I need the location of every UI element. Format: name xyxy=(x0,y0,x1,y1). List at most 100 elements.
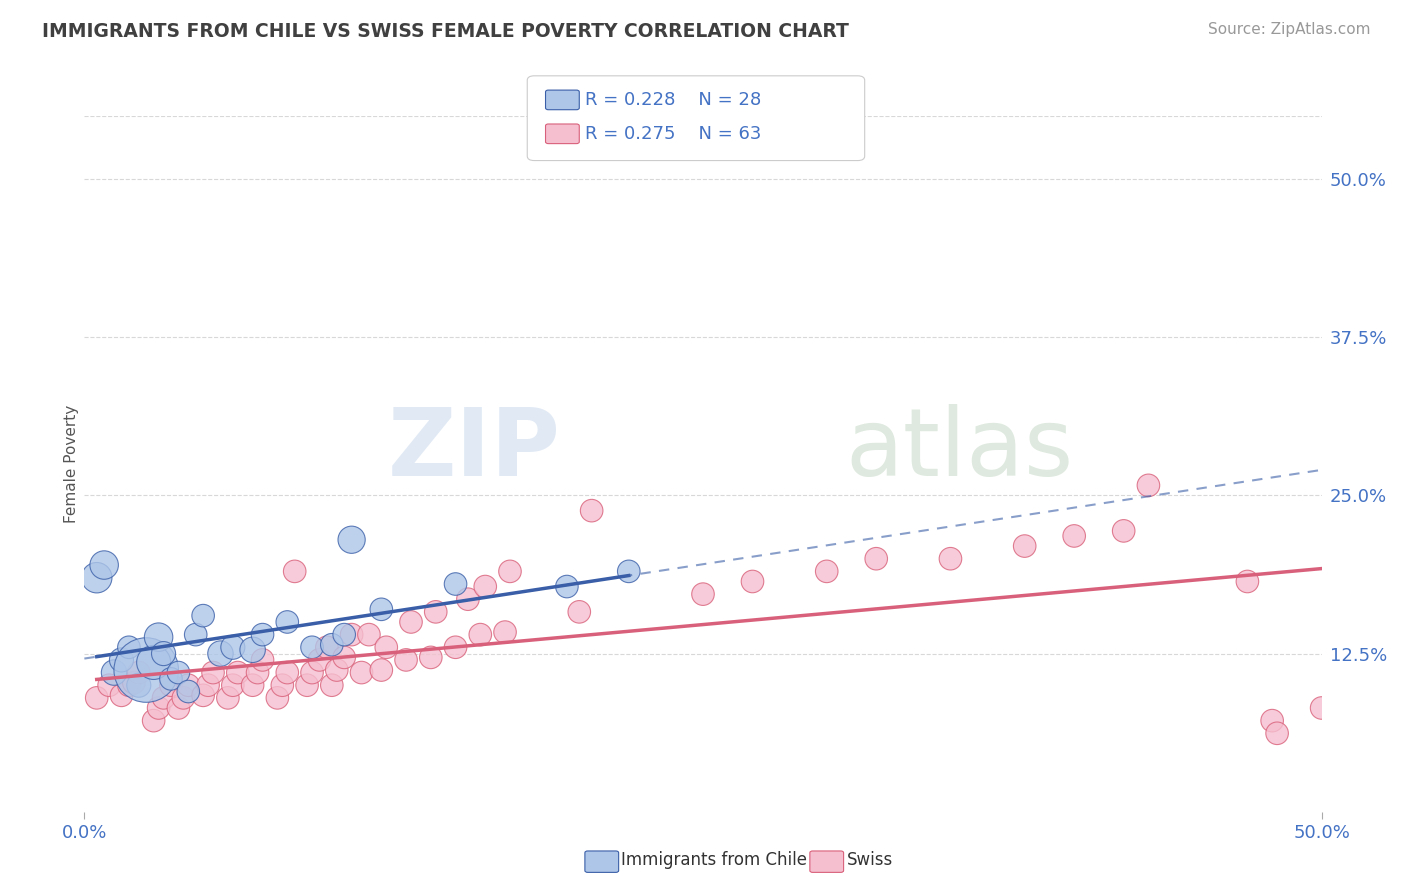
Point xyxy=(357,627,380,641)
Point xyxy=(122,675,145,690)
Point xyxy=(939,551,962,566)
Point xyxy=(191,689,214,703)
Point xyxy=(308,653,330,667)
Point xyxy=(617,565,640,579)
Point xyxy=(470,627,492,641)
Point xyxy=(135,663,157,677)
Point xyxy=(1112,524,1135,538)
Point xyxy=(499,565,522,579)
Point xyxy=(93,558,115,572)
Point xyxy=(191,608,214,623)
Point xyxy=(110,689,132,703)
Point xyxy=(350,665,373,680)
Point xyxy=(209,647,232,661)
Point xyxy=(160,672,183,686)
Point xyxy=(555,580,578,594)
Point xyxy=(301,640,323,655)
Point xyxy=(741,574,763,589)
Point xyxy=(1014,539,1036,553)
Point xyxy=(474,580,496,594)
Point xyxy=(242,678,264,692)
Point xyxy=(1236,574,1258,589)
Point xyxy=(103,665,125,680)
Point xyxy=(226,665,249,680)
Point xyxy=(1265,726,1288,740)
Point xyxy=(370,602,392,616)
Point xyxy=(568,605,591,619)
Point xyxy=(177,678,200,692)
Point xyxy=(395,653,418,667)
Point xyxy=(321,638,343,652)
Point xyxy=(457,592,479,607)
Point xyxy=(128,678,150,692)
Point xyxy=(177,684,200,698)
Text: Swiss: Swiss xyxy=(846,851,893,869)
Point xyxy=(222,640,245,655)
Text: IMMIGRANTS FROM CHILE VS SWISS FEMALE POVERTY CORRELATION CHART: IMMIGRANTS FROM CHILE VS SWISS FEMALE PO… xyxy=(42,22,849,41)
Text: ZIP: ZIP xyxy=(388,404,561,496)
Point xyxy=(222,678,245,692)
Point xyxy=(242,642,264,657)
Point xyxy=(217,690,239,705)
Point xyxy=(1063,529,1085,543)
Point xyxy=(284,565,307,579)
Text: Immigrants from Chile: Immigrants from Chile xyxy=(621,851,807,869)
Point xyxy=(321,678,343,692)
Point xyxy=(148,630,170,644)
Point xyxy=(142,656,165,670)
Point xyxy=(295,678,318,692)
Point xyxy=(419,650,441,665)
Text: Source: ZipAtlas.com: Source: ZipAtlas.com xyxy=(1208,22,1371,37)
Point xyxy=(1137,478,1160,492)
Point xyxy=(340,533,363,547)
Point xyxy=(333,650,356,665)
Text: R = 0.275    N = 63: R = 0.275 N = 63 xyxy=(585,125,761,143)
Point xyxy=(444,640,467,655)
Point xyxy=(494,625,516,640)
Point xyxy=(142,714,165,728)
Point xyxy=(340,627,363,641)
Point xyxy=(333,627,356,641)
Point xyxy=(399,615,422,629)
Point xyxy=(167,701,190,715)
Point xyxy=(375,640,398,655)
Point xyxy=(815,565,838,579)
Text: atlas: atlas xyxy=(845,404,1074,496)
Point xyxy=(202,665,225,680)
Point xyxy=(252,653,274,667)
Point xyxy=(86,690,108,705)
Point xyxy=(865,551,887,566)
Point xyxy=(152,647,174,661)
Point xyxy=(425,605,447,619)
Point xyxy=(266,690,288,705)
Point xyxy=(444,577,467,591)
Point xyxy=(148,701,170,715)
Point xyxy=(118,640,141,655)
Point xyxy=(110,653,132,667)
Point xyxy=(271,678,294,692)
Point xyxy=(152,690,174,705)
Point xyxy=(370,663,392,677)
Point xyxy=(276,665,298,680)
Point xyxy=(86,571,108,585)
Point xyxy=(252,627,274,641)
Point xyxy=(98,678,121,692)
Point xyxy=(118,678,141,692)
Point xyxy=(301,665,323,680)
Point xyxy=(692,587,714,601)
Point xyxy=(128,665,150,680)
Point xyxy=(246,665,269,680)
Point xyxy=(197,678,219,692)
Point xyxy=(326,663,349,677)
Point xyxy=(172,690,194,705)
Point xyxy=(160,678,183,692)
Text: R = 0.228    N = 28: R = 0.228 N = 28 xyxy=(585,91,761,109)
Y-axis label: Female Poverty: Female Poverty xyxy=(63,405,79,523)
Point xyxy=(581,503,603,517)
Point xyxy=(167,665,190,680)
Point xyxy=(315,640,337,655)
Point xyxy=(276,615,298,629)
Point xyxy=(1261,714,1284,728)
Point xyxy=(184,627,207,641)
Point xyxy=(1310,701,1333,715)
